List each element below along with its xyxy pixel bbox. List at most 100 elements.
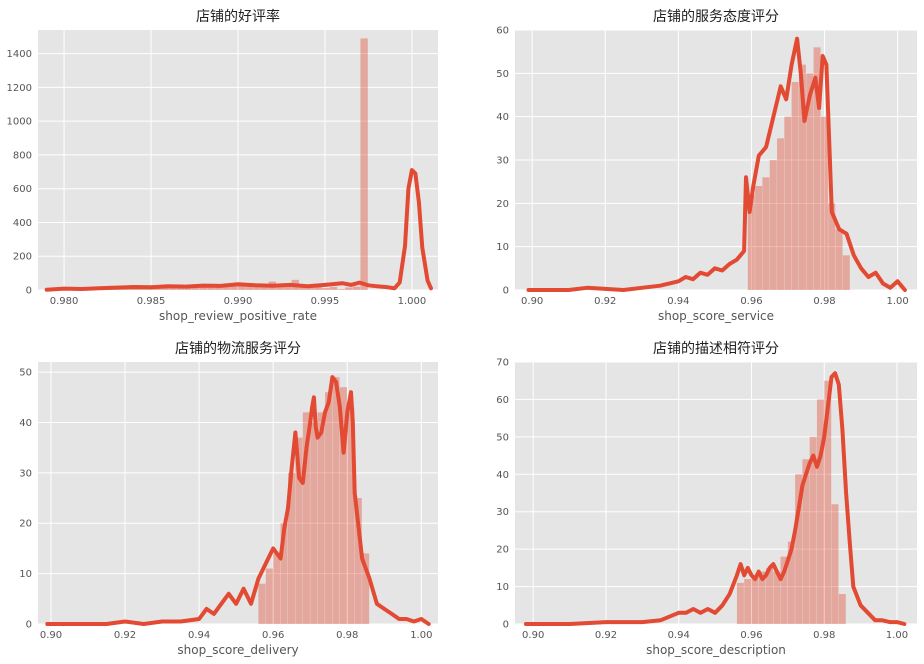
x-axis-label: shop_score_service [658,309,774,323]
hist-bar [758,571,766,624]
x-tick-label: 1.00 [886,296,908,307]
hist-bar [773,571,781,624]
subplot-review-positive-rate: 0 200 400 600 800 1000 1200 1400 0.980 0.985 0.990… [7,8,438,323]
x-tick-label: 0.94 [188,630,210,641]
hist-bar [769,160,777,290]
y-tick-label: 400 [13,218,32,229]
x-tick-label: 0.995 [311,296,340,307]
hist-bar [777,138,785,290]
x-tick-label: 1.000 [398,296,427,307]
subplot-score-delivery: 0 10 20 30 40 50 0.90 0.92 0.94 0.96 0.98 1.00 店铺的物流… [19,341,438,657]
y-tick-label: 1000 [7,117,32,128]
hist-bar [820,116,828,291]
hist-bar [766,567,773,624]
hist-bar [325,392,333,624]
hist-bar [276,284,284,290]
y-tick-label: 40 [19,418,32,429]
y-tick-label: 20 [496,545,509,556]
hist-bar [791,82,799,290]
y-tick-label: 40 [496,112,509,123]
hist-bar [736,582,744,624]
hist-bar [354,498,362,624]
x-tick-label: 0.985 [137,296,166,307]
y-tick-label: 0 [26,620,32,631]
subplot-score-description: 0 10 20 30 40 50 60 70 0.90 0.92 0.94 0.96 0.98 1.00 店… [496,341,917,657]
hist-bar [288,472,296,624]
hist-bar [780,556,788,624]
y-tick-label: 1400 [7,49,32,60]
hist-bar [360,38,368,290]
hist-bar [222,285,231,290]
x-tick-label: 0.92 [595,630,617,641]
x-axis-label: shop_score_description [646,643,786,657]
subplot-score-service: 0 10 20 30 40 50 60 0.90 0.92 0.94 0.96 0.98 1.00 店铺的… [496,9,917,323]
y-tick-label: 30 [496,156,509,167]
chart-title: 店铺的好评率 [196,8,280,25]
hist-bar [842,255,850,290]
x-tick-label: 0.94 [667,296,689,307]
hist-bar [230,285,238,290]
x-tick-label: 0.98 [336,630,358,641]
x-tick-label: 0.96 [740,296,762,307]
y-tick-label: 70 [496,358,509,369]
hist-bar [273,553,281,624]
hist-bar [784,116,792,291]
x-tick-label: 0.980 [50,296,79,307]
hist-bar [280,523,288,624]
hist-bar [265,568,273,624]
kde-line [526,36,907,292]
x-tick-label: 0.94 [668,630,690,641]
chart-title: 店铺的描述相符评分 [653,341,779,357]
hist-bar [310,422,318,624]
hist-bar [751,575,759,624]
y-tick-label: 10 [496,582,509,593]
hist-bar [302,412,310,624]
x-tick-label: 0.92 [114,630,136,641]
x-tick-label: 1.00 [886,630,908,641]
hist-bar [192,286,200,290]
hist-bar [802,459,810,624]
y-tick-label: 50 [496,432,509,443]
x-tick-label: 0.96 [740,630,762,641]
hist-bar [352,286,361,290]
hist-bar [816,399,824,624]
y-tick-label: 600 [13,184,32,195]
y-tick-label: 40 [496,470,509,481]
hist-bar [329,286,338,290]
hist-bar [337,289,345,290]
hist-bar [322,287,330,290]
hist-bar [806,73,814,290]
hist-bar [755,186,763,290]
y-tick-label: 1200 [7,83,32,94]
x-tick-label: 0.98 [813,296,835,307]
x-tick-label: 0.90 [521,296,543,307]
hist-bar [744,579,752,624]
kde-line [523,371,907,626]
hist-bar [238,284,246,290]
hist-bar [813,47,821,291]
plot-area [38,362,438,624]
hist-bar [258,583,266,624]
hist-bar [362,553,370,624]
x-tick-label: 1.00 [410,630,432,641]
y-tick-label: 200 [13,252,32,263]
kde-line [45,375,431,626]
y-tick-label: 0 [503,286,509,297]
hist-bar [339,387,347,624]
x-tick-label: 0.90 [40,630,62,641]
hist-bar [828,203,836,290]
x-tick-label: 0.990 [224,296,253,307]
y-tick-label: 30 [19,468,32,479]
hist-bar [835,229,843,290]
y-tick-label: 50 [19,368,32,379]
x-tick-label: 0.98 [813,630,835,641]
hist-bar [795,474,803,624]
hist-bar [747,194,755,290]
kde-line [44,168,433,292]
hist-bar [314,286,322,290]
hist-bar [295,437,303,624]
chart-title: 店铺的物流服务评分 [175,341,301,357]
chart-title: 店铺的服务态度评分 [653,9,779,25]
x-axis-label: shop_review_positive_rate [159,309,317,323]
